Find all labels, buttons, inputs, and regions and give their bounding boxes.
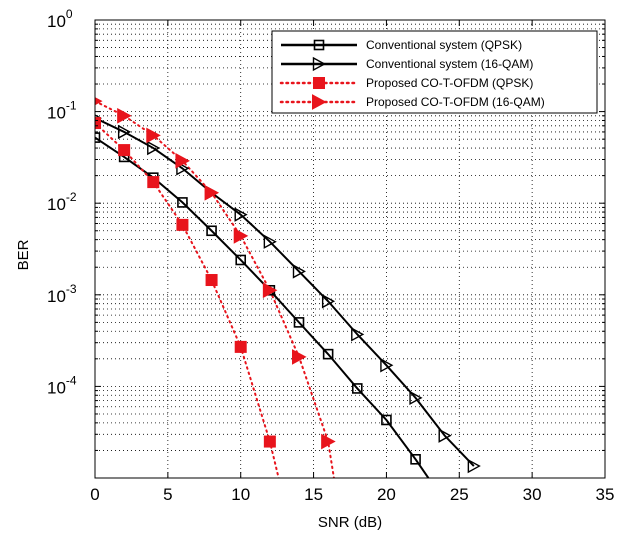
data-point (117, 107, 132, 124)
data-point (321, 294, 336, 309)
legend-marker (313, 77, 325, 89)
series-markers-3 (95, 97, 336, 450)
data-point (380, 358, 394, 373)
series-markers (95, 97, 481, 474)
data-point (95, 132, 101, 143)
series-line-2 (95, 122, 280, 478)
series-markers-1 (95, 114, 481, 474)
data-point (409, 390, 423, 406)
data-point (262, 282, 278, 299)
data-point (438, 428, 452, 443)
data-point (263, 234, 277, 249)
x-tick-label: 15 (304, 485, 323, 504)
data-point (410, 454, 421, 465)
x-tick-label: 30 (523, 485, 542, 504)
x-axis-title: SNR (dB) (318, 514, 382, 531)
data-point (95, 97, 103, 106)
data-point (263, 435, 276, 448)
data-point (117, 124, 132, 140)
data-point (205, 274, 218, 287)
legend-marker (312, 94, 327, 110)
x-tick-label: 25 (450, 485, 469, 504)
legend-marker (312, 56, 326, 72)
data-point (235, 254, 247, 266)
data-point (322, 348, 334, 360)
data-point (177, 197, 188, 208)
x-tick-label: 5 (163, 485, 172, 504)
data-point (233, 228, 249, 244)
y-tick-label: 10-1 (47, 99, 77, 123)
data-point (467, 458, 481, 474)
legend-label: Conventional system (16-QAM) (366, 57, 533, 71)
series-markers-2 (95, 117, 276, 448)
legend-label: Conventional system (QPSK) (366, 38, 522, 52)
data-point (292, 264, 306, 279)
y-tick-label: 10-4 (47, 373, 77, 397)
y-axis-title: BER (15, 239, 32, 270)
legend-entry: Conventional system (QPSK) (281, 38, 522, 52)
data-point (146, 127, 161, 144)
data-point (234, 207, 248, 222)
legend-label: Proposed CO-T-OFDM (16-QAM) (366, 95, 545, 109)
legend: Conventional system (QPSK) Conventional s… (271, 30, 598, 114)
legend-entry: Conventional system (16-QAM) (281, 56, 533, 72)
data-point (118, 144, 131, 157)
data-point (206, 225, 217, 237)
axis-ticks (94, 19, 606, 479)
data-point (351, 327, 365, 342)
data-point (176, 218, 189, 231)
plot-frame (94, 19, 606, 479)
x-tick-label: 0 (90, 485, 99, 504)
legend-entry: Proposed CO-T-OFDM (16-QAM) (279, 94, 545, 110)
y-tick-label: 10-3 (47, 282, 77, 306)
data-point (176, 161, 190, 176)
x-tick-label: 20 (377, 485, 396, 504)
data-point (321, 433, 336, 450)
data-point (175, 153, 190, 169)
legend-marker (313, 39, 325, 51)
data-point (95, 117, 101, 130)
data-point (381, 414, 392, 426)
x-tick-label: 10 (231, 485, 250, 504)
x-tick-labels: 0 5 10 15 20 25 30 35 (90, 485, 614, 504)
y-tick-label: 10-2 (47, 190, 77, 214)
y-tick-labels: 100 10-1 10-2 10-3 10-4 (47, 7, 77, 397)
y-tick-label: 100 (47, 7, 73, 31)
data-point (292, 349, 307, 365)
series-line-3 (95, 100, 335, 478)
data-point (147, 140, 161, 156)
data-point (147, 176, 160, 189)
data-point (351, 383, 363, 394)
data-point (234, 340, 247, 353)
data-point (293, 317, 305, 328)
x-tick-label: 35 (596, 485, 615, 504)
legend-label: Proposed CO-T-OFDM (QPSK) (366, 76, 533, 90)
legend-entry: Proposed CO-T-OFDM (QPSK) (279, 76, 533, 90)
data-point (204, 184, 220, 201)
